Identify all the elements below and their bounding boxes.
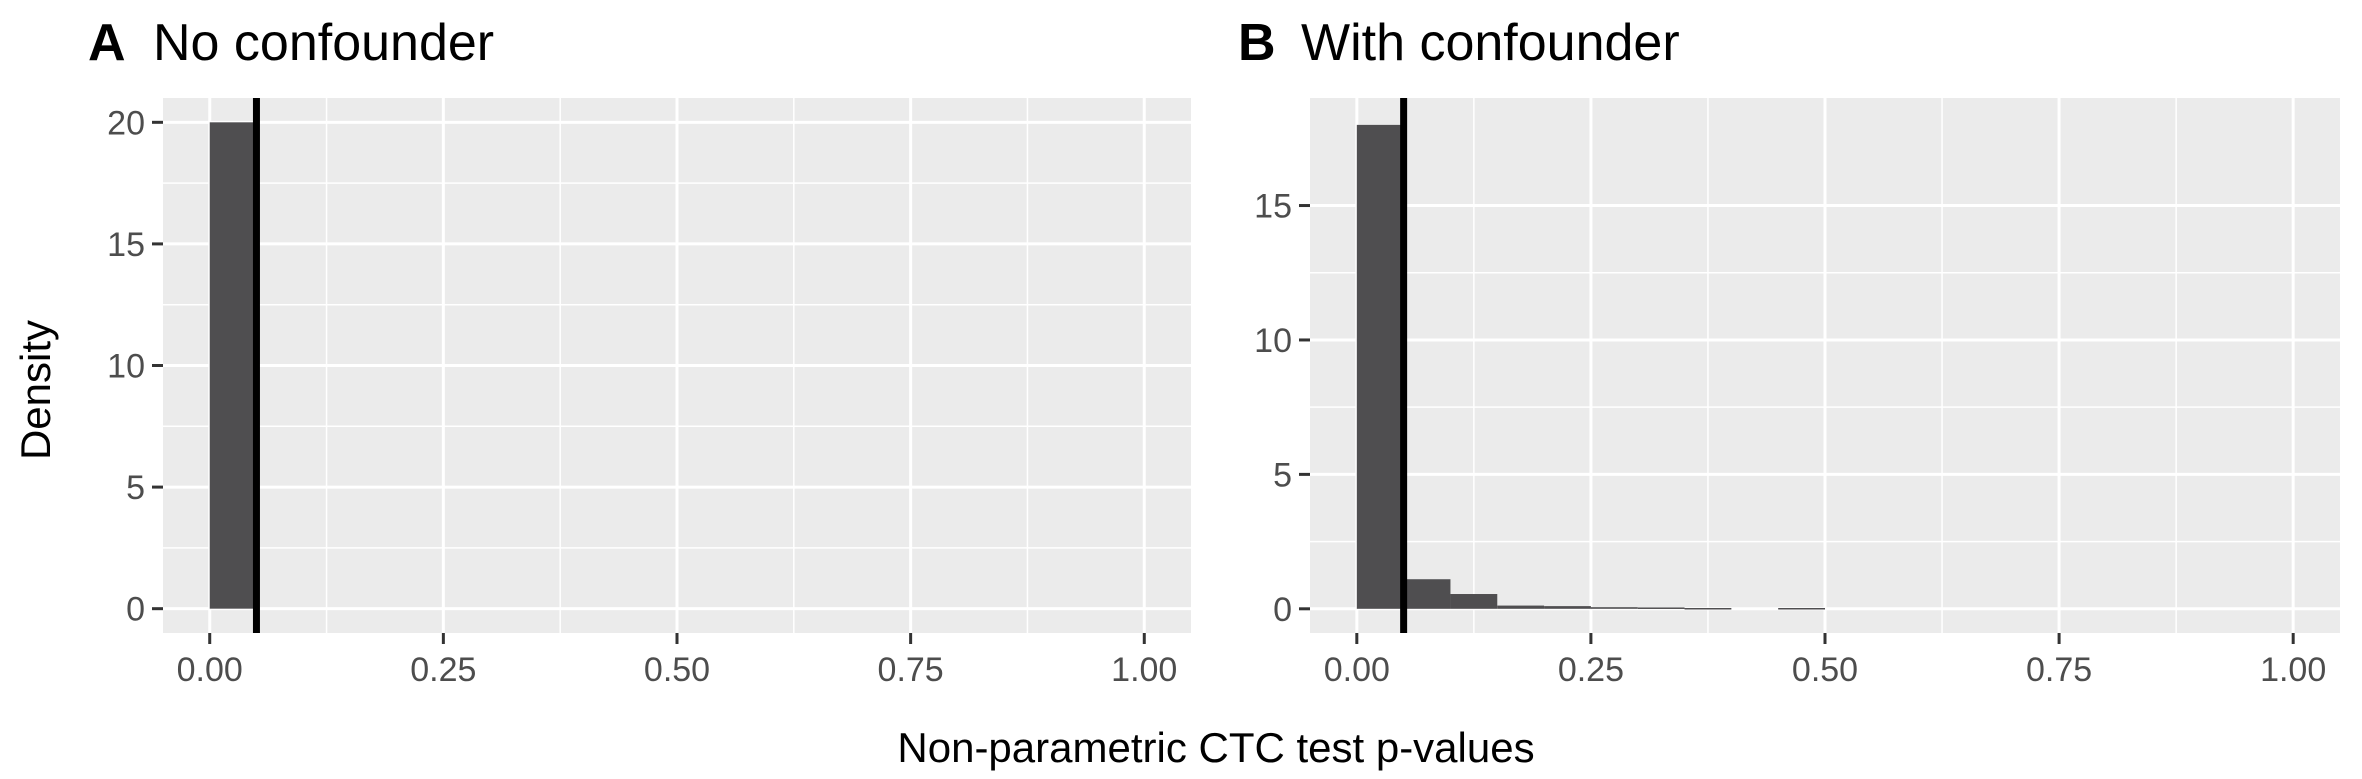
panel-b-histogram-bar xyxy=(1684,607,1732,610)
panel-a-x-tick-label: 0.50 xyxy=(644,651,710,689)
panel-b-histogram-bar xyxy=(1637,607,1685,609)
panel-a-title: No confounder xyxy=(153,14,494,72)
panel-a-x-tick-label: 0.75 xyxy=(878,651,944,689)
panel-a-x-tick-label: 1.00 xyxy=(1111,651,1177,689)
panel-b-y-axis: 0 5 10 15 xyxy=(1254,188,1310,629)
panel-b-y-tick-label: 5 xyxy=(1273,456,1292,494)
panel-b-histogram-bar xyxy=(1778,607,1825,610)
panel-a-y-tick-label: 10 xyxy=(107,348,145,386)
panel-b-histogram-bar xyxy=(1544,606,1591,609)
panel-b-x-tick-label: 1.00 xyxy=(2260,651,2326,689)
panel-b-x-tick-label: 0.25 xyxy=(1558,651,1624,689)
panel-a-x-axis: 0.00 0.25 0.50 0.75 1.00 xyxy=(177,633,1177,689)
panel-b-letter: B xyxy=(1238,14,1276,72)
panel-b-histogram-bar xyxy=(1403,579,1451,609)
x-axis-title: Non-parametric CTC test p-values xyxy=(897,724,1534,771)
panel-b-histogram-bar xyxy=(1356,124,1404,609)
panel-a: A No confounder 0 5 10 15 20 0.00 0.25 0.50 0.7… xyxy=(88,14,1191,689)
panel-b-y-tick-label: 0 xyxy=(1273,591,1292,629)
panel-a-y-axis: 0 5 10 15 20 xyxy=(107,104,163,629)
panel-b-y-tick-label: 10 xyxy=(1254,322,1292,360)
panel-a-histogram-bar xyxy=(209,122,257,609)
panel-a-x-tick-label: 0.00 xyxy=(177,651,243,689)
panel-a-y-tick-label: 5 xyxy=(126,469,145,507)
panel-b-x-tick-label: 0.00 xyxy=(1324,651,1390,689)
panel-a-y-tick-label: 0 xyxy=(126,591,145,629)
y-axis-title: Density xyxy=(12,320,59,460)
panel-b-title: With confounder xyxy=(1301,14,1680,72)
panel-a-y-tick-label: 20 xyxy=(107,104,145,142)
panel-b-histogram-bar xyxy=(1497,605,1545,609)
panel-b: B With confounder 0 5 10 15 0.00 0.25 0.50 0.7… xyxy=(1238,14,2340,689)
panel-b-y-tick-label: 15 xyxy=(1254,188,1292,226)
panel-a-y-tick-label: 15 xyxy=(107,226,145,264)
panel-a-bars xyxy=(209,122,257,609)
panel-a-letter: A xyxy=(88,14,126,72)
panel-b-histogram-bar xyxy=(1450,594,1498,609)
panel-b-bars xyxy=(1356,124,1825,610)
panel-a-x-tick-label: 0.25 xyxy=(410,651,476,689)
panel-b-x-tick-label: 0.75 xyxy=(2026,651,2092,689)
panel-b-x-axis: 0.00 0.25 0.50 0.75 1.00 xyxy=(1324,633,2326,689)
panel-b-histogram-bar xyxy=(1590,607,1638,609)
panel-b-x-tick-label: 0.50 xyxy=(1792,651,1858,689)
